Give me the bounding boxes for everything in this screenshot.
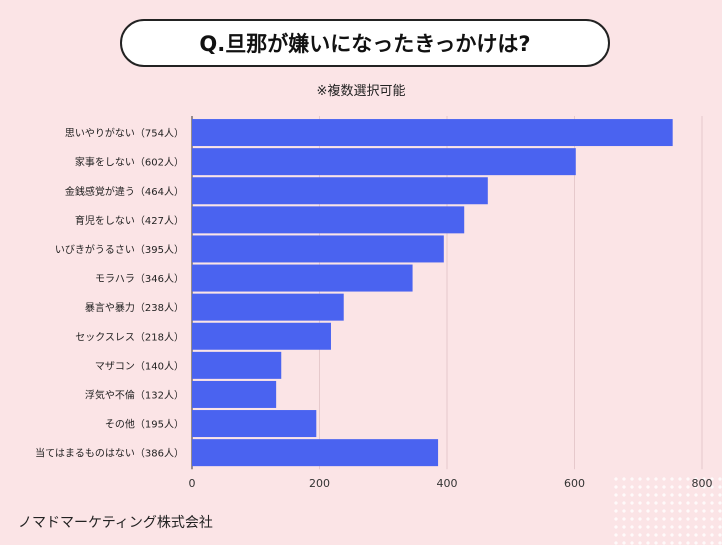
- category-label: 浮気や不倫（132人）: [85, 388, 184, 401]
- bar: [192, 380, 277, 408]
- bar: [192, 410, 317, 438]
- category-label: その他（195人）: [105, 418, 184, 431]
- chart-subtitle: ※複数選択可能: [316, 84, 406, 99]
- category-label: 暴言や暴力（238人）: [85, 301, 184, 314]
- category-label: マザコン（140人）: [95, 360, 184, 372]
- x-tick-label: 200: [309, 477, 330, 490]
- x-tick-labels: 0 200 400 600 800: [189, 477, 713, 490]
- x-tick-label: 400: [437, 477, 458, 490]
- bar: [192, 235, 444, 263]
- x-tick-label: 0: [189, 477, 196, 490]
- bar: [192, 148, 576, 176]
- category-label: 育児をしない（427人）: [75, 214, 184, 227]
- category-labels: 思いやりがない（754人） 家事をしない（602人） 金銭感覚が違う（464人） 育児…: [35, 127, 184, 460]
- bar: [192, 264, 413, 292]
- category-label: いびきがうるさい（395人）: [55, 243, 184, 256]
- chart-title: Q.旦那が嫌いになったきっかけは?: [120, 19, 610, 67]
- bar: [192, 119, 673, 147]
- category-label: モラハラ（346人）: [95, 273, 184, 285]
- company-footer: ノマドマーケティング株式会社: [18, 515, 213, 531]
- category-label: 金銭感覚が違う（464人）: [65, 185, 184, 198]
- category-label: セックスレス（218人）: [75, 331, 184, 343]
- category-label: 家事をしない（602人）: [75, 156, 184, 169]
- x-tick-label: 600: [564, 477, 585, 490]
- bar: [192, 206, 465, 234]
- bar: [192, 439, 439, 467]
- bar: [192, 351, 282, 379]
- bars: [192, 119, 673, 467]
- bar: [192, 322, 331, 350]
- x-tick-label: 800: [692, 477, 713, 490]
- category-label: 思いやりがない（754人）: [65, 127, 184, 140]
- dot-pattern-decoration: [612, 475, 722, 545]
- bar: [192, 293, 344, 321]
- bar: [192, 177, 488, 205]
- category-label: 当てはまるものはない（386人）: [35, 447, 184, 460]
